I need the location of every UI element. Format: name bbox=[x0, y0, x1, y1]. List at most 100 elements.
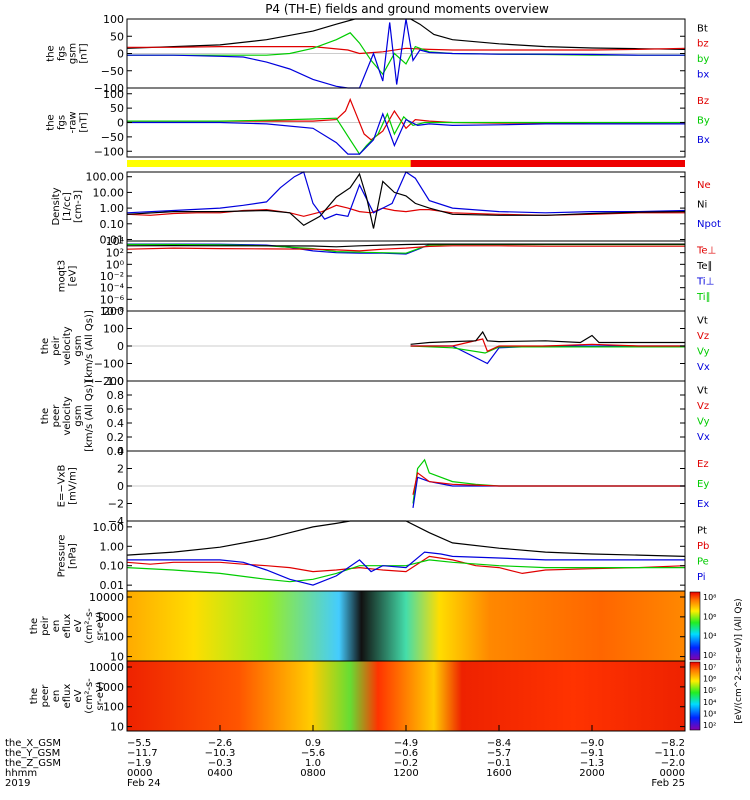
x-tick-label: −5.6 bbox=[301, 748, 325, 759]
peer-vel-ytick-label: 1.0 bbox=[107, 375, 125, 388]
fgs-raw-ylabel: fgs bbox=[57, 115, 68, 130]
colorbar-label: [eV/(cm^2-s-sr-eV)] (All Qs) bbox=[734, 598, 744, 723]
pressure-ylabel: Pressure bbox=[57, 535, 68, 578]
colorbar-tick: 10⁶ bbox=[703, 612, 716, 621]
legend-fgs-raw: By bbox=[697, 115, 710, 126]
panel-density: 100.00 10.00 1.00 0.10 0.01 Density [1/cc] [cm-… bbox=[51, 171, 721, 247]
temp-ytick-label: 10⁴ bbox=[106, 235, 125, 248]
peir-en-ylabel: peir bbox=[40, 615, 51, 635]
legend-efield: Ey bbox=[697, 479, 709, 490]
panel-efield: 4 2 0 −2 −4 E=−VxB [mV/m] Ez Ey Ex bbox=[57, 445, 710, 528]
fgs-raw-ytick-label: 50 bbox=[110, 102, 124, 115]
legend-pressure: Pb bbox=[697, 541, 709, 552]
temp-ylabel: [eV] bbox=[68, 266, 79, 287]
x-row-label: 2019 bbox=[5, 778, 30, 789]
colorbar-tick: 10² bbox=[703, 651, 716, 660]
x-axis-labels: the_X_GSMthe_Y_GSMthe_Z_GSMhhmm2019−5.5−… bbox=[5, 725, 686, 789]
legend-fgs: bx bbox=[697, 69, 709, 80]
legend-peer-vel: Vt bbox=[697, 385, 708, 396]
pressure-ytick-label: 0.01 bbox=[100, 579, 125, 592]
colorbar-peir-en bbox=[689, 591, 701, 661]
density-ytick-label: 0.10 bbox=[100, 218, 125, 231]
density-ytick-label: 1.00 bbox=[100, 202, 125, 215]
series-pressure_Pi bbox=[127, 551, 685, 586]
peer-en-ylabel: peer bbox=[40, 684, 51, 708]
peir-en-ylabel: sr-eV) bbox=[95, 611, 106, 640]
series-temp_Tepar bbox=[126, 243, 685, 248]
fgs-ylabel: [nT] bbox=[79, 43, 90, 63]
peir-en-ytick-label: 10000 bbox=[89, 591, 124, 604]
density-ytick-label: 0.01 bbox=[100, 233, 125, 246]
series-pressure_Pt bbox=[126, 520, 686, 557]
series-fgs_bx bbox=[127, 18, 685, 89]
series-pressure_Pe bbox=[126, 559, 685, 583]
legend-temp: Ti∥ bbox=[696, 292, 711, 303]
series-fgsraw_By bbox=[127, 112, 685, 156]
colorbar: 10⁸ 10⁶ 10⁴ 10² 10⁷ 10⁶ 10⁵ 10⁴ 10³ 10² [eV/(cm^2-… bbox=[689, 591, 744, 731]
x-tick-label: −2.6 bbox=[208, 738, 232, 749]
legend-efield: Ex bbox=[697, 499, 709, 510]
peir-vel-ylabel: peir bbox=[51, 335, 62, 355]
efield-ytick-label: 0 bbox=[117, 480, 124, 493]
legend-fgs-raw: Bx bbox=[697, 135, 710, 146]
fgs-raw-ylabel: [nT] bbox=[79, 112, 90, 132]
fgs-raw-ytick-label: −100 bbox=[94, 145, 124, 158]
colorbar-tick: 10⁴ bbox=[703, 698, 716, 707]
x-tick-label: −11.0 bbox=[654, 748, 685, 759]
plot-title: P4 (TH-E) fields and ground moments over… bbox=[265, 2, 549, 16]
peir-en-ylabel: en bbox=[51, 620, 62, 633]
peir-vel-ytick-label: 0 bbox=[117, 340, 124, 353]
legend-peir-vel: Vx bbox=[697, 362, 710, 373]
x-tick-label: 1600 bbox=[486, 768, 511, 779]
peer-en-ytick-label: 10000 bbox=[89, 661, 124, 674]
pressure-frame bbox=[126, 520, 686, 592]
x-tick-label: 1.0 bbox=[305, 758, 321, 769]
legend-efield: Ez bbox=[697, 459, 709, 470]
panel-peir-en: 10000 1000 100 10 the peir en eflux eV (cm²-s-sr-… bbox=[29, 590, 686, 664]
fgs-ytick-label: −100 bbox=[94, 82, 124, 95]
peir-vel-ytick-label: 100 bbox=[103, 323, 124, 336]
legend-density: Npot bbox=[697, 219, 721, 230]
x-tick-label: 2000 bbox=[579, 768, 604, 779]
peer-vel-ytick-label: 0.6 bbox=[107, 403, 125, 416]
temp-frame bbox=[126, 240, 686, 312]
x-tick-label: 0800 bbox=[300, 768, 325, 779]
series-temp_Teperp bbox=[126, 245, 685, 252]
series-fgs_Bt bbox=[126, 18, 686, 50]
mode-bar-yellow bbox=[127, 160, 411, 167]
x-tick-label: −0.2 bbox=[394, 758, 418, 769]
colorbar-peer-en bbox=[689, 661, 701, 731]
peir-vel-ytick-label: −200 bbox=[94, 375, 124, 388]
x-tick-label: Feb 24 bbox=[127, 778, 161, 789]
panel-pressure: 10.00 1.00 0.10 0.01 Pressure [nPa] Pt Pb Pe Pi bbox=[57, 520, 709, 592]
x-row-label: the_Y_GSM bbox=[5, 748, 60, 759]
peer-en-spectrogram bbox=[127, 661, 685, 731]
legend-temp: Te∥ bbox=[696, 261, 713, 272]
colorbar-tick: 10⁷ bbox=[703, 663, 716, 672]
series-efield_Ey bbox=[412, 458, 685, 504]
temp-ytick-label: 10⁻² bbox=[100, 270, 124, 283]
fgs-ytick-label: −50 bbox=[101, 65, 124, 78]
colorbar-tick: 10⁵ bbox=[703, 686, 716, 695]
peer-vel-ytick-label: 0.8 bbox=[107, 389, 125, 402]
legend-pressure: Pi bbox=[697, 572, 706, 583]
x-tick-label: −0.3 bbox=[208, 758, 232, 769]
density-frame bbox=[126, 171, 686, 242]
peir-vel-ytick-label: 200 bbox=[103, 305, 124, 318]
efield-ytick-label: −4 bbox=[108, 515, 124, 528]
x-tick-label: −4.9 bbox=[394, 738, 418, 749]
fgs-ylabel: the bbox=[46, 45, 57, 61]
temp-ytick-label: 10⁻⁸ bbox=[100, 305, 125, 318]
peer-vel-ylabel: velocity bbox=[62, 396, 73, 435]
peir-en-ylabel: (cm²-s- bbox=[84, 608, 95, 644]
fgs-ytick-label: 50 bbox=[110, 30, 124, 43]
legend-peir-vel: Vt bbox=[697, 315, 708, 326]
x-tick-label: −10.3 bbox=[205, 748, 236, 759]
x-tick-label: −9.0 bbox=[580, 738, 604, 749]
fgs-raw-ytick-label: 0 bbox=[117, 117, 124, 130]
peer-en-ylabel: eV bbox=[73, 689, 84, 702]
peer-vel-ytick-label: 0.4 bbox=[107, 417, 125, 430]
peir-en-ytick-label: 100 bbox=[103, 631, 124, 644]
peer-en-ytick-label: 10 bbox=[110, 721, 124, 734]
